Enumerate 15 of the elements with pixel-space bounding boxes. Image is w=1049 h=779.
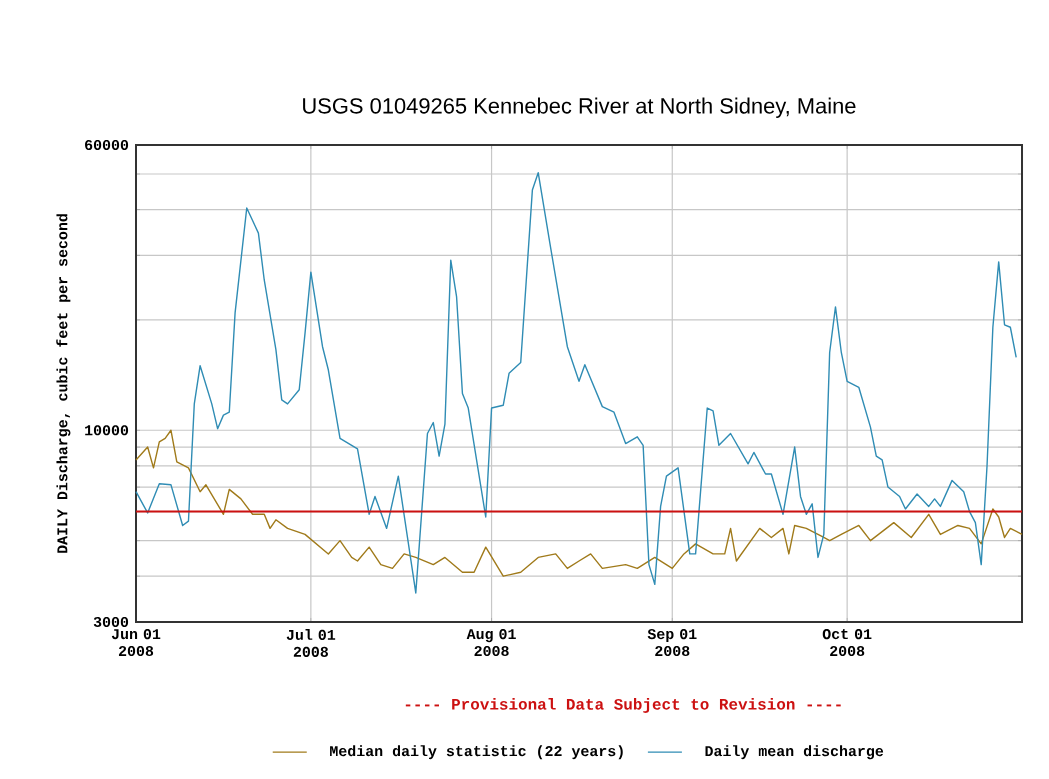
text: ---- Provisional Data Subject to Revision ---- <box>405 698 841 713</box>
x-tick-label: Sep 01 2008 <box>647 629 697 657</box>
line-series <box>135 429 1023 577</box>
x-tick-label: Jul 01 2008 <box>286 629 336 657</box>
x-tick-label: Jun 01 2008 <box>111 629 161 657</box>
legend-label: Daily mean discharge <box>705 745 884 760</box>
y-tick-label: 3000 <box>93 616 129 628</box>
x-tick-label: Aug 01 2008 <box>466 629 516 657</box>
line-series <box>135 172 1017 594</box>
y-axis-title: DAILY Discharge, cubic feet per second <box>56 214 71 553</box>
legend-label: Median daily statistic (22 years) <box>330 745 623 760</box>
y-tick-label: 10000 <box>85 425 129 436</box>
chart-title: USGS 01049265 Kennebec River at North Sidney, Maine <box>303 97 856 118</box>
y-tick-label: 60000 <box>85 139 129 151</box>
x-tick-label: Oct 01 2008 <box>822 629 872 657</box>
